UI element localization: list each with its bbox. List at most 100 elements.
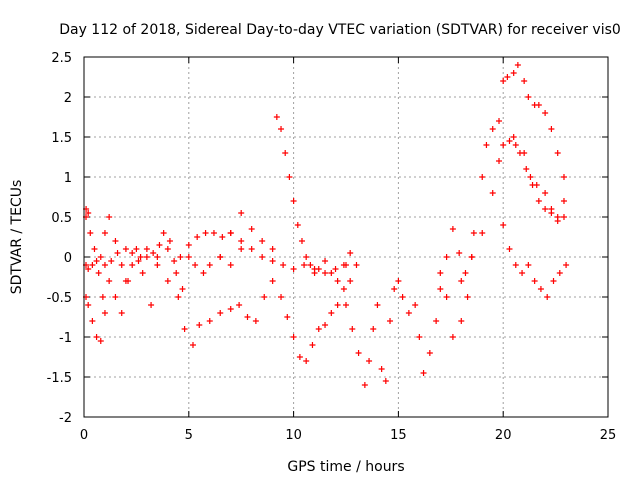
data-point <box>382 378 389 384</box>
data-point <box>309 342 316 348</box>
data-point <box>179 286 186 292</box>
data-point <box>97 338 104 344</box>
data-point <box>139 270 146 276</box>
data-point <box>150 250 157 256</box>
y-tick-label: -1 <box>59 331 72 346</box>
data-point <box>194 234 201 240</box>
data-point <box>347 278 354 284</box>
data-point <box>217 310 224 316</box>
data-point <box>154 262 161 268</box>
data-point <box>307 262 314 268</box>
data-point <box>512 262 519 268</box>
data-point <box>261 294 268 300</box>
data-point <box>278 294 285 300</box>
data-point <box>456 250 463 256</box>
data-point <box>290 266 297 272</box>
data-point <box>154 254 161 260</box>
data-point <box>294 222 301 228</box>
y-tick-label: -0.5 <box>47 291 72 306</box>
y-tick-label: -2 <box>59 411 72 426</box>
data-point <box>303 358 310 364</box>
data-point <box>311 270 318 276</box>
data-point <box>366 358 373 364</box>
x-tick-label: 25 <box>600 428 617 443</box>
data-point <box>284 314 291 320</box>
data-point <box>535 198 542 204</box>
data-point <box>269 278 276 284</box>
data-point <box>542 206 549 212</box>
data-point <box>217 254 224 260</box>
data-point <box>148 302 155 308</box>
data-point <box>554 150 561 156</box>
series-track-f <box>437 62 567 340</box>
data-point <box>525 262 532 268</box>
data-point <box>399 294 406 300</box>
data-point <box>468 254 475 260</box>
data-point <box>301 262 308 268</box>
data-point <box>322 258 329 264</box>
data-point <box>560 214 567 220</box>
data-point <box>166 238 173 244</box>
data-point <box>238 238 245 244</box>
data-point <box>200 270 207 276</box>
data-point <box>106 214 113 220</box>
data-point <box>269 258 276 264</box>
data-point <box>269 246 276 252</box>
data-point <box>106 278 113 284</box>
data-point <box>192 262 199 268</box>
data-point <box>112 294 119 300</box>
data-point <box>437 270 444 276</box>
data-point <box>244 314 251 320</box>
data-point <box>512 142 519 148</box>
series-track-a <box>83 230 349 276</box>
data-point <box>387 318 394 324</box>
data-point <box>458 318 465 324</box>
tick-labels: 0 5 10 15 20 25 -2 -1.5 -1 -0.5 0 0.5 1 1.5 2 2.5 <box>47 51 617 443</box>
data-point <box>164 278 171 284</box>
data-point <box>238 210 245 216</box>
data-point <box>156 242 163 248</box>
data-point <box>500 222 507 228</box>
data-point <box>378 366 385 372</box>
y-axis-label: SDTVAR / TECUs <box>9 180 25 295</box>
data-point <box>85 302 92 308</box>
data-point <box>544 294 551 300</box>
series-track-c <box>83 246 354 364</box>
data-point <box>483 142 490 148</box>
data-point <box>514 62 521 68</box>
data-point <box>542 190 549 196</box>
data-point <box>298 238 305 244</box>
data-point <box>87 230 94 236</box>
data-point <box>133 246 140 252</box>
data-point <box>210 230 217 236</box>
series-track-h <box>500 222 570 300</box>
data-point <box>303 254 310 260</box>
data-point <box>175 294 182 300</box>
x-tick-label: 5 <box>185 428 193 443</box>
data-point <box>101 230 108 236</box>
data-point <box>101 310 108 316</box>
data-point <box>137 254 144 260</box>
data-point <box>273 114 280 120</box>
data-point <box>433 318 440 324</box>
data-point <box>420 370 427 376</box>
y-tick-label: 1 <box>64 171 72 186</box>
data-point <box>374 302 381 308</box>
data-point <box>248 246 255 252</box>
data-point <box>334 302 341 308</box>
data-point <box>89 318 96 324</box>
data-point <box>189 342 196 348</box>
data-point <box>290 334 297 340</box>
grid <box>83 56 609 418</box>
data-point <box>506 138 513 144</box>
data-point <box>550 278 557 284</box>
data-point <box>405 310 412 316</box>
data-point <box>556 270 563 276</box>
data-point <box>93 334 100 340</box>
data-point <box>85 266 92 272</box>
data-point <box>343 302 349 308</box>
data-point <box>181 326 188 332</box>
data-point <box>206 262 213 268</box>
data-point <box>548 126 555 132</box>
data-point <box>349 326 356 332</box>
